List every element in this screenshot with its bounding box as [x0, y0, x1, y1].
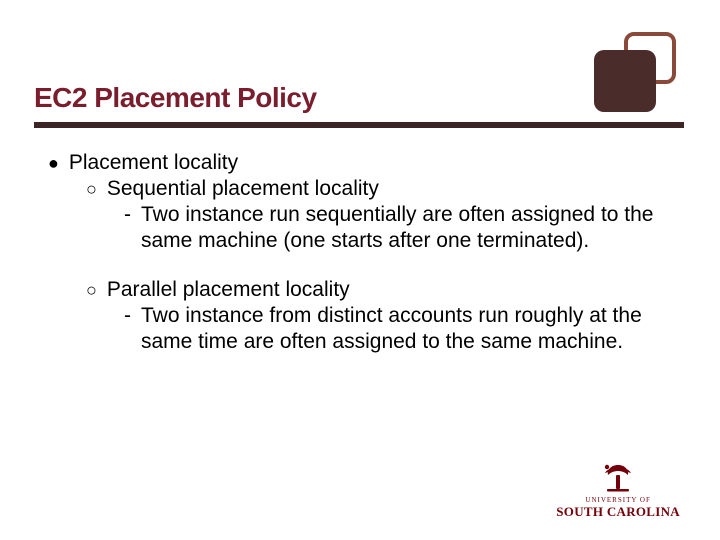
bullet-dash-icon: -: [124, 202, 141, 253]
logo-line-1: UNIVERSITY OF: [556, 496, 680, 504]
bullet-dash-icon: -: [124, 303, 141, 354]
slide: EC2 Placement Policy ● Placement localit…: [0, 0, 720, 540]
list-item: ○ Parallel placement locality: [86, 277, 672, 303]
bullet-circle-icon: ○: [86, 176, 107, 202]
square-filled-icon: [594, 50, 656, 112]
list-item: ○ Sequential placement locality: [86, 176, 672, 202]
bullet-disc-icon: ●: [48, 150, 69, 176]
list-item-text: Parallel placement locality: [107, 277, 672, 303]
list-item-text: Placement locality: [69, 150, 672, 176]
palmetto-tree-icon: [601, 463, 635, 493]
logo-line-2: SOUTH CAROLINA: [556, 504, 680, 520]
slide-title: EC2 Placement Policy: [34, 82, 317, 114]
list-item-text: Sequential placement locality: [107, 176, 672, 202]
university-logo: UNIVERSITY OF SOUTH CAROLINA: [556, 463, 680, 520]
corner-decoration: [594, 32, 684, 122]
spacer: [48, 253, 672, 277]
list-item: - Two instance run sequentially are ofte…: [124, 202, 672, 253]
list-item: - Two instance from distinct accounts ru…: [124, 303, 672, 354]
list-item-text: Two instance run sequentially are often …: [141, 202, 672, 253]
bullet-circle-icon: ○: [86, 277, 107, 303]
title-underline: [34, 122, 684, 128]
list-item: ● Placement locality: [48, 150, 672, 176]
list-item-text: Two instance from distinct accounts run …: [141, 303, 672, 354]
content-body: ● Placement locality ○ Sequential placem…: [48, 150, 672, 354]
